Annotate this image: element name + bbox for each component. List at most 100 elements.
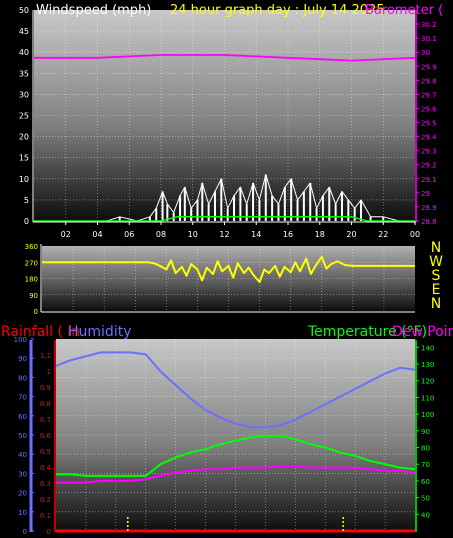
- wind-tick-label: 50: [19, 6, 29, 15]
- pressure-tick-label: 30.1: [421, 35, 437, 43]
- wind-tick-label: 10: [19, 175, 29, 184]
- temp-tick-label: 90: [421, 428, 430, 436]
- pressure-tick-label: 30: [421, 49, 430, 57]
- x-tick-label: 10: [188, 230, 198, 239]
- x-tick-label: 06: [124, 230, 134, 239]
- direction-tick-label: 90: [29, 292, 38, 300]
- pressure-y-ticks: 28.8 28.9 29 29.1 29.2 29.3 29.4 29.5 29.6 29.7 29…: [416, 21, 437, 226]
- compass-letter: N: [431, 296, 441, 312]
- graph-title: 24 hour graph day : July 14 2025: [170, 3, 385, 18]
- dewpoint-line: [56, 464, 416, 484]
- pressure-title: Barometer (: [365, 3, 443, 18]
- rainfall-title: Rainfall ( in: [1, 324, 80, 340]
- pressure-tick-label: 29.7: [421, 91, 437, 99]
- wind-line: [34, 174, 415, 222]
- pressure-tick-label: 29: [421, 190, 430, 198]
- direction-tick-label: 360: [25, 243, 38, 251]
- wind-tick-label: 15: [19, 154, 29, 163]
- compass-letter: N: [431, 240, 441, 256]
- wind-tick-label: 35: [19, 69, 29, 78]
- pressure-tick-label: 28.8: [421, 218, 437, 226]
- direction-tick-label: 0: [34, 308, 38, 316]
- humidity-title: Humidity: [68, 324, 131, 340]
- pressure-tick-label: 29.4: [421, 134, 437, 142]
- rain-tick-label: 0.8: [40, 400, 51, 408]
- wind-title: Windspeed (mph): [36, 3, 151, 18]
- temp-tick-label: 110: [421, 394, 434, 402]
- compass-letter: W: [429, 254, 443, 270]
- direction-tick-label: 180: [25, 276, 38, 284]
- x-tick-label: 18: [315, 230, 325, 239]
- rain-tick-label: 0.4: [40, 464, 52, 472]
- humidity-tick-label: 100: [14, 336, 27, 344]
- direction-tick-label: 270: [25, 259, 38, 267]
- rain-tick-label: 0.7: [40, 416, 51, 424]
- rain-tick-label: 0.6: [40, 432, 52, 440]
- temp-tick-label: 140: [421, 344, 434, 352]
- wind-grid: [34, 10, 415, 221]
- gust-line: [34, 216, 415, 222]
- x-tick-label: 14: [251, 230, 261, 239]
- wind-tick-label: 5: [24, 196, 29, 205]
- wind-tick-label: 30: [19, 90, 29, 99]
- wind-tick-label: 45: [19, 27, 29, 36]
- temp-tick-label: 70: [421, 461, 430, 469]
- direction-series: [42, 255, 415, 284]
- pressure-tick-label: 30.2: [421, 21, 437, 29]
- humidity-tick-label: 90: [18, 355, 27, 363]
- humidity-tick-label: 40: [18, 451, 27, 459]
- rain-tick-label: 0.9: [40, 384, 51, 392]
- pressure-tick-label: 29.1: [421, 176, 437, 184]
- wind-tick-label: 25: [19, 112, 29, 121]
- temp-tick-label: 100: [421, 411, 434, 419]
- rain-tick-label: 0: [47, 528, 51, 536]
- humidity-tick-label: 60: [18, 413, 27, 421]
- rain-tick-label: 1.1: [40, 352, 51, 360]
- rain-tick-label: 0.1: [40, 512, 51, 520]
- x-tick-label: 00: [410, 230, 420, 239]
- rain-tick-label: 0.3: [40, 480, 51, 488]
- temp-tick-label: 130: [421, 361, 434, 369]
- humidity-tick-label: 10: [18, 509, 27, 517]
- pressure-tick-label: 29.8: [421, 77, 437, 85]
- temp-tick-label: 120: [421, 378, 434, 386]
- wind-series: [34, 54, 416, 222]
- x-tick-label: 04: [92, 230, 102, 239]
- direction-y-ticks: 0 90 180 270 360: [25, 243, 38, 316]
- wind-tick-label: 20: [19, 133, 29, 142]
- temp-tick-label: 50: [421, 495, 430, 503]
- wind-tick-label: 40: [19, 48, 29, 57]
- humidity-tick-label: 80: [18, 374, 27, 382]
- rain-tick-label: 0.5: [40, 448, 51, 456]
- pressure-line: [34, 54, 416, 62]
- pressure-tick-label: 29.3: [421, 148, 437, 156]
- direction-line: [42, 255, 415, 284]
- rain-tick-label: 1: [47, 368, 51, 376]
- pressure-tick-label: 28.9: [421, 204, 437, 212]
- compass-letter: S: [432, 268, 441, 284]
- compass-letter: E: [432, 282, 441, 298]
- direction-grid: [42, 246, 415, 311]
- x-tick-label: 16: [283, 230, 293, 239]
- pressure-tick-label: 29.6: [421, 105, 437, 113]
- x-tick-label: 20: [346, 230, 356, 239]
- pressure-tick-label: 29.9: [421, 63, 437, 71]
- rain-y-ticks: 0 0.1 0.2 0.3 0.4 0.5 0.6 0.7 0.8 0.9 1 1.1: [40, 352, 52, 536]
- x-tick-label: 22: [378, 230, 388, 239]
- pressure-tick-label: 29.2: [421, 162, 437, 170]
- temperature-title: Temperature (°F): [307, 324, 427, 340]
- temp-grid: [56, 339, 415, 531]
- humidity-tick-label: 70: [18, 394, 27, 402]
- humidity-tick-label: 0: [23, 528, 27, 536]
- x-tick-label: 12: [219, 230, 229, 239]
- temp-tick-label: 60: [421, 478, 430, 486]
- temp-tick-label: 80: [421, 445, 430, 453]
- temperature-line: [56, 434, 416, 477]
- pressure-tick-label: 29.5: [421, 120, 437, 128]
- temp-series: [55, 351, 416, 533]
- humidity-tick-label: 30: [18, 470, 27, 478]
